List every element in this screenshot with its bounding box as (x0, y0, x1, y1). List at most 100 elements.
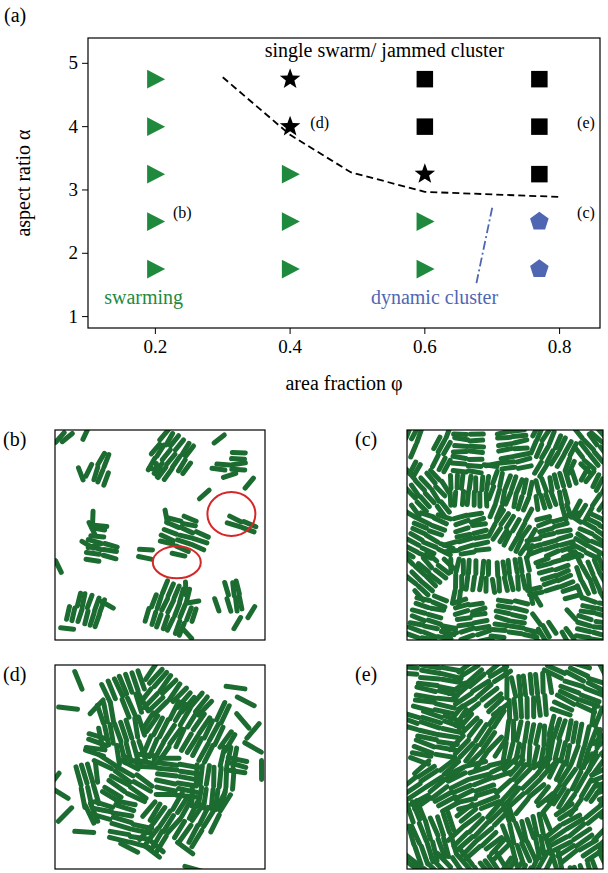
rod (181, 527, 193, 532)
rod (592, 706, 595, 725)
rod (489, 487, 494, 499)
rod (448, 492, 454, 505)
rod (562, 632, 568, 640)
rod (96, 763, 98, 782)
rod (416, 695, 435, 698)
rod (178, 460, 185, 471)
rod (530, 674, 532, 693)
rod (538, 696, 540, 715)
rod (561, 743, 566, 761)
annotation: swarming (104, 286, 183, 309)
marker-pentagon (530, 212, 549, 230)
rod (497, 617, 509, 621)
marker-star (280, 68, 301, 88)
rod (158, 768, 177, 770)
rod (501, 462, 514, 463)
rod (555, 436, 560, 448)
rod (55, 773, 59, 788)
rod (72, 608, 75, 621)
y-axis-title: aspect ratio α (12, 129, 35, 237)
rod (575, 552, 581, 564)
rod (568, 721, 572, 740)
rod (232, 456, 245, 462)
rod (233, 583, 235, 596)
rod (498, 600, 511, 602)
rod (526, 558, 529, 571)
rod (474, 530, 487, 533)
rod (412, 610, 425, 613)
rod (473, 608, 485, 612)
rod (86, 464, 92, 476)
y-tick (82, 189, 88, 190)
rod (236, 581, 239, 594)
rod (212, 468, 225, 470)
rod (93, 808, 112, 812)
rod (525, 723, 528, 742)
rod (219, 768, 221, 787)
rod (456, 604, 469, 607)
rod (517, 480, 522, 492)
rod (502, 467, 515, 469)
rod (514, 608, 527, 611)
rod (455, 475, 460, 488)
rod (508, 561, 509, 574)
rod (248, 607, 255, 618)
rod (160, 430, 168, 440)
rod (419, 823, 426, 841)
rod (407, 469, 415, 479)
rod (597, 788, 603, 793)
rod (417, 598, 430, 601)
rod (412, 616, 424, 621)
marker-triangle-right (282, 165, 300, 184)
x-tick-label: 0.4 (278, 336, 302, 357)
rod (549, 432, 554, 444)
rod (422, 670, 441, 673)
rod (546, 587, 558, 591)
rod (175, 603, 180, 615)
rod (91, 536, 104, 537)
rod (461, 561, 466, 574)
rod (459, 538, 472, 541)
rod (434, 437, 440, 448)
rod (183, 523, 196, 525)
rod (549, 716, 554, 734)
rod (92, 814, 110, 819)
rod (536, 481, 539, 494)
rod (474, 621, 487, 623)
rod (144, 736, 151, 754)
rod (503, 490, 505, 503)
rod (509, 632, 522, 634)
rod (517, 722, 521, 741)
y-tick-label: 2 (69, 242, 79, 263)
figure: (a)0.20.40.60.812345area fraction φaspec… (0, 0, 608, 873)
rod (523, 676, 525, 695)
rod (586, 805, 601, 817)
rod (187, 608, 192, 620)
rod (541, 726, 547, 745)
rod (503, 826, 510, 844)
rod (567, 610, 576, 620)
rod (579, 616, 591, 620)
marker-triangle-right (417, 260, 435, 279)
rod (420, 730, 438, 734)
rod (415, 700, 434, 702)
marker-square (531, 118, 548, 135)
marker-triangle-right (417, 212, 435, 231)
rod (196, 532, 208, 537)
rod (489, 709, 500, 725)
rod (548, 674, 551, 693)
rod (514, 446, 527, 452)
rod (75, 831, 94, 832)
rod (457, 534, 470, 537)
rod (549, 786, 560, 802)
rod (560, 492, 562, 505)
rod (412, 753, 431, 757)
rod (512, 615, 525, 618)
panel-label: (e) (355, 663, 377, 686)
snapshot-frame (55, 430, 265, 640)
rod (513, 520, 519, 531)
rod (549, 740, 552, 759)
rod (520, 559, 522, 572)
rod (476, 549, 489, 550)
rod (160, 541, 173, 544)
